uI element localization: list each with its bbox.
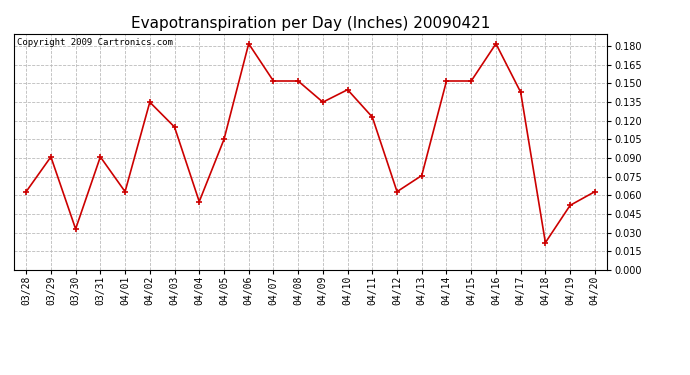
Text: Copyright 2009 Cartronics.com: Copyright 2009 Cartronics.com bbox=[17, 39, 172, 48]
Title: Evapotranspiration per Day (Inches) 20090421: Evapotranspiration per Day (Inches) 2009… bbox=[131, 16, 490, 31]
